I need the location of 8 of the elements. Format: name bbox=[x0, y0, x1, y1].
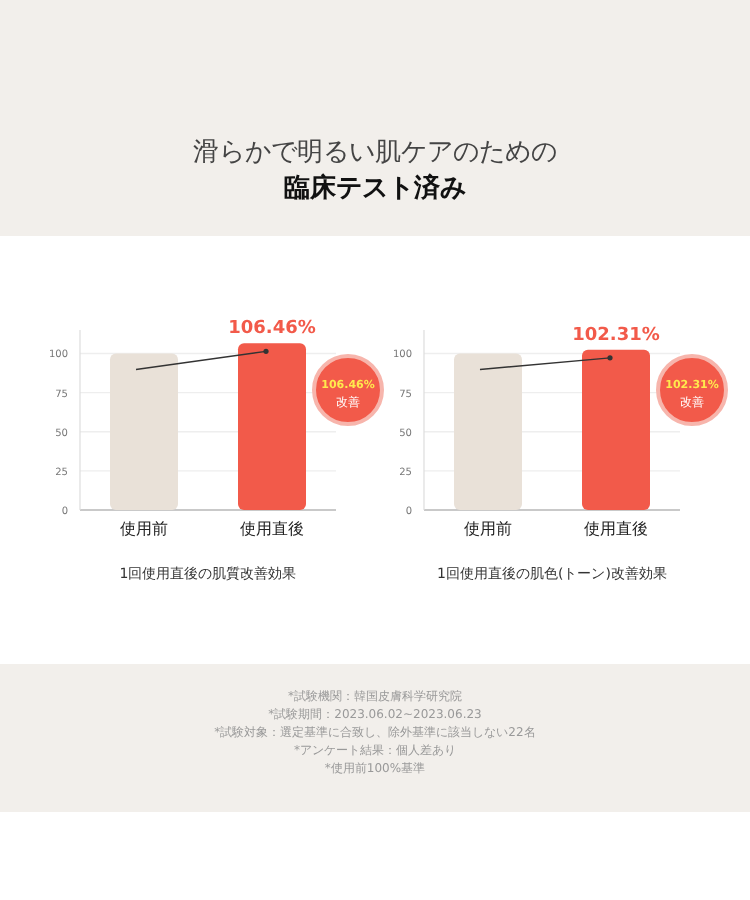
data-label: 102.31% bbox=[572, 325, 660, 346]
chart-title: 滑らかで明るい肌ケアのための bbox=[193, 138, 557, 168]
x-tick-label: 使用直後 bbox=[240, 520, 304, 538]
data-label: 106.46% bbox=[228, 319, 316, 340]
x-tick-label: 使用直後 bbox=[584, 520, 648, 538]
x-tick-label: 使用前 bbox=[464, 520, 512, 538]
x-tick-label: 使用前 bbox=[120, 520, 168, 538]
chart-subtitle: 臨床テスト済み bbox=[284, 172, 466, 204]
